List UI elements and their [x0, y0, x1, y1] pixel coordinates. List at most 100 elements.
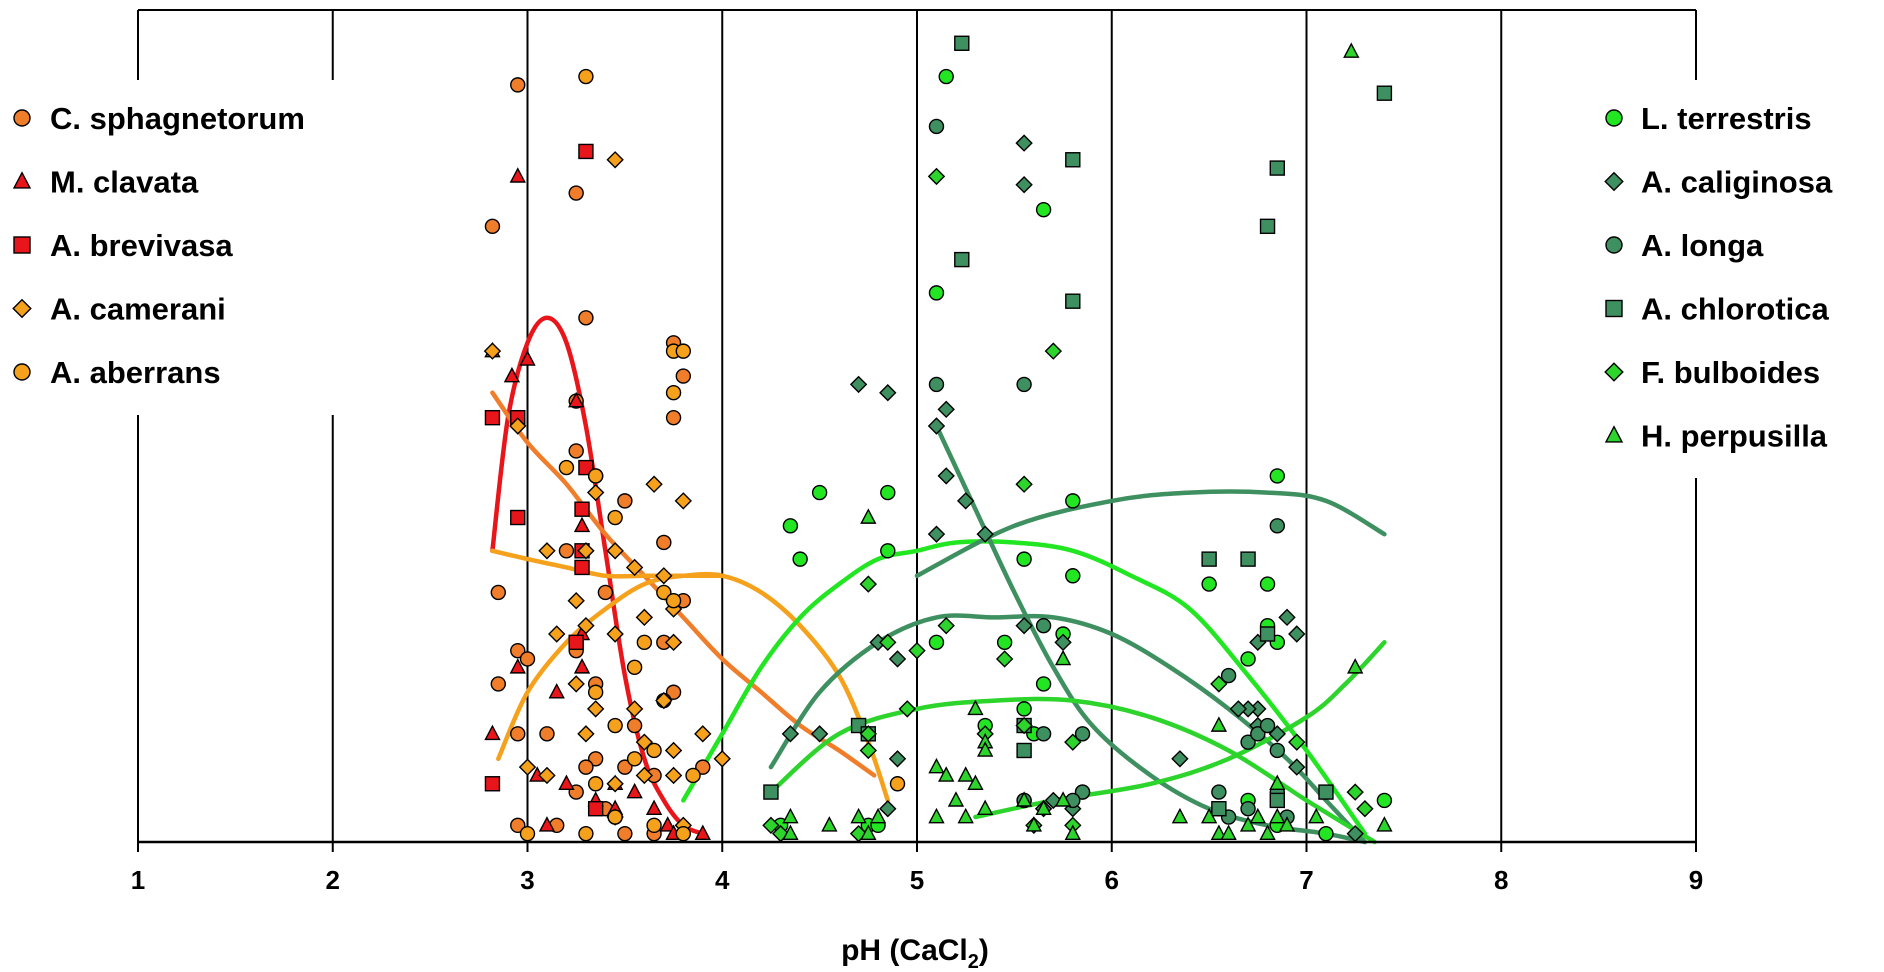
- point-f-bulboides-18: [762, 816, 780, 835]
- point-l-terrestris-19: [1016, 701, 1032, 717]
- point-a-chlorotica-1: [1376, 85, 1393, 101]
- point-a-caliginosa-12: [1015, 616, 1033, 635]
- legend-left: C. sphagnetorum M. clavata A. brevivasa A. …: [12, 101, 305, 390]
- point-a-aberrans-15: [607, 809, 623, 825]
- point-m-clavata-10: [548, 683, 565, 699]
- point-a-aberrans-0: [578, 68, 594, 85]
- point-h-perpusilla-30: [1239, 816, 1257, 832]
- point-c-sphagnetorum-9: [617, 493, 633, 509]
- point-a-caliginosa-5: [927, 417, 946, 435]
- point-c-sphagnetorum-21: [490, 676, 506, 692]
- point-m-clavata-16: [659, 816, 676, 832]
- legend-item-a-camerani: A. camerani: [12, 292, 226, 327]
- legend-marker-a-chlorotica: [1605, 299, 1623, 318]
- curve-l-terrestris: [681, 539, 1368, 836]
- point-c-sphagnetorum-2: [484, 218, 501, 235]
- point-a-aberrans-10: [626, 659, 643, 675]
- point-c-sphagnetorum-0: [510, 77, 526, 93]
- point-h-perpusilla-37: [1376, 816, 1393, 832]
- data-points: [483, 35, 1393, 843]
- point-c-sphagnetorum-30: [617, 825, 633, 842]
- point-a-camerani-21: [655, 691, 673, 710]
- point-a-camerani-6: [538, 542, 556, 560]
- x-axis-title-end: ): [979, 934, 989, 967]
- point-a-caliginosa-4: [937, 400, 955, 419]
- point-a-longa-15: [1074, 784, 1091, 800]
- point-a-aberrans-5: [587, 468, 604, 484]
- point-a-camerani-15: [635, 608, 654, 627]
- point-l-terrestris-11: [1269, 468, 1285, 484]
- point-a-camerani-26: [664, 766, 683, 785]
- point-l-terrestris-16: [996, 634, 1013, 651]
- point-l-terrestris-7: [792, 551, 808, 567]
- point-a-caliginosa-9: [976, 525, 994, 543]
- point-a-aberrans-18: [646, 817, 662, 834]
- legend-marker-a-longa: [1605, 236, 1623, 254]
- point-l-terrestris-1: [928, 285, 945, 301]
- point-f-bulboides-9: [859, 725, 878, 743]
- x-tick-label-3: 3: [520, 865, 534, 895]
- point-a-camerani-14: [606, 625, 624, 643]
- legend-marker-h-perpusilla: [1604, 425, 1624, 443]
- x-tick-label-2: 2: [326, 865, 340, 895]
- point-m-clavata-0: [509, 167, 526, 183]
- point-a-aberrans-2: [675, 343, 691, 359]
- point-h-perpusilla-20: [860, 824, 877, 840]
- point-h-perpusilla-25: [1064, 824, 1081, 840]
- point-l-terrestris-9: [1016, 551, 1032, 567]
- point-a-chlorotica-14: [763, 784, 779, 800]
- point-m-clavata-19: [538, 816, 556, 832]
- point-m-clavata-15: [645, 799, 663, 816]
- point-f-bulboides-7: [995, 650, 1014, 668]
- legend-item-a-chlorotica: A. chlorotica: [1605, 292, 1830, 327]
- point-f-bulboides-2: [1015, 475, 1033, 493]
- curve-c-sphagnetorum: [490, 390, 877, 778]
- point-f-bulboides-14: [1210, 675, 1228, 693]
- point-a-longa-0: [928, 118, 945, 135]
- point-l-terrestris-10: [1065, 568, 1081, 584]
- point-a-caliginosa-22: [1288, 758, 1306, 776]
- point-a-caliginosa-7: [956, 492, 975, 510]
- x-tick-label-1: 1: [131, 865, 145, 895]
- point-l-terrestris-3: [811, 484, 828, 501]
- point-a-chlorotica-17: [1318, 784, 1334, 800]
- point-a-longa-3: [1035, 617, 1052, 634]
- legend-item-l-terrestris: L. terrestris: [1605, 101, 1812, 136]
- legend-label-a-chlorotica: A. chlorotica: [1641, 292, 1830, 327]
- point-h-perpusilla-8: [967, 774, 984, 791]
- legend-label-f-bulboides: F. bulboides: [1641, 355, 1820, 390]
- legend-label-a-longa: A. longa: [1641, 228, 1764, 263]
- legend-label-m-clavata: M. clavata: [50, 165, 199, 200]
- point-a-camerani-9: [655, 567, 673, 585]
- point-a-brevivasa-8: [568, 634, 584, 651]
- point-a-longa-20: [1074, 726, 1091, 742]
- point-m-clavata-8: [573, 658, 591, 674]
- x-tick-label-8: 8: [1494, 865, 1508, 895]
- point-c-sphagnetorum-6: [675, 368, 691, 384]
- point-c-sphagnetorum-28: [510, 817, 526, 834]
- point-a-aberrans-7: [656, 584, 672, 601]
- point-a-brevivasa-3: [510, 509, 526, 526]
- point-a-aberrans-21: [675, 825, 691, 842]
- point-c-sphagnetorum-24: [617, 759, 633, 775]
- point-c-sphagnetorum-19: [665, 684, 682, 700]
- legend-item-a-brevivasa: A. brevivasa: [13, 228, 233, 263]
- point-h-perpusilla-12: [1015, 791, 1033, 807]
- point-h-perpusilla-22: [957, 807, 974, 824]
- point-h-perpusilla-6: [977, 741, 994, 757]
- legend-item-a-aberrans: A. aberrans: [13, 355, 221, 390]
- point-a-camerani-3: [586, 483, 605, 502]
- point-f-bulboides-8: [898, 700, 916, 718]
- legend-item-m-clavata: M. clavata: [12, 165, 199, 200]
- x-axis: 1 2 3 4 5 6 7 8 9: [131, 840, 1703, 895]
- point-c-sphagnetorum-12: [490, 584, 506, 601]
- point-a-aberrans-22: [889, 776, 906, 792]
- point-a-camerani-27: [694, 725, 712, 743]
- point-a-aberrans-20: [578, 825, 594, 842]
- point-a-camerani-11: [577, 616, 595, 635]
- series-h-perpusilla: [782, 42, 1393, 840]
- point-a-brevivasa-10: [587, 801, 604, 817]
- point-a-camerani-23: [538, 766, 556, 785]
- point-h-perpusilla-11: [947, 791, 965, 807]
